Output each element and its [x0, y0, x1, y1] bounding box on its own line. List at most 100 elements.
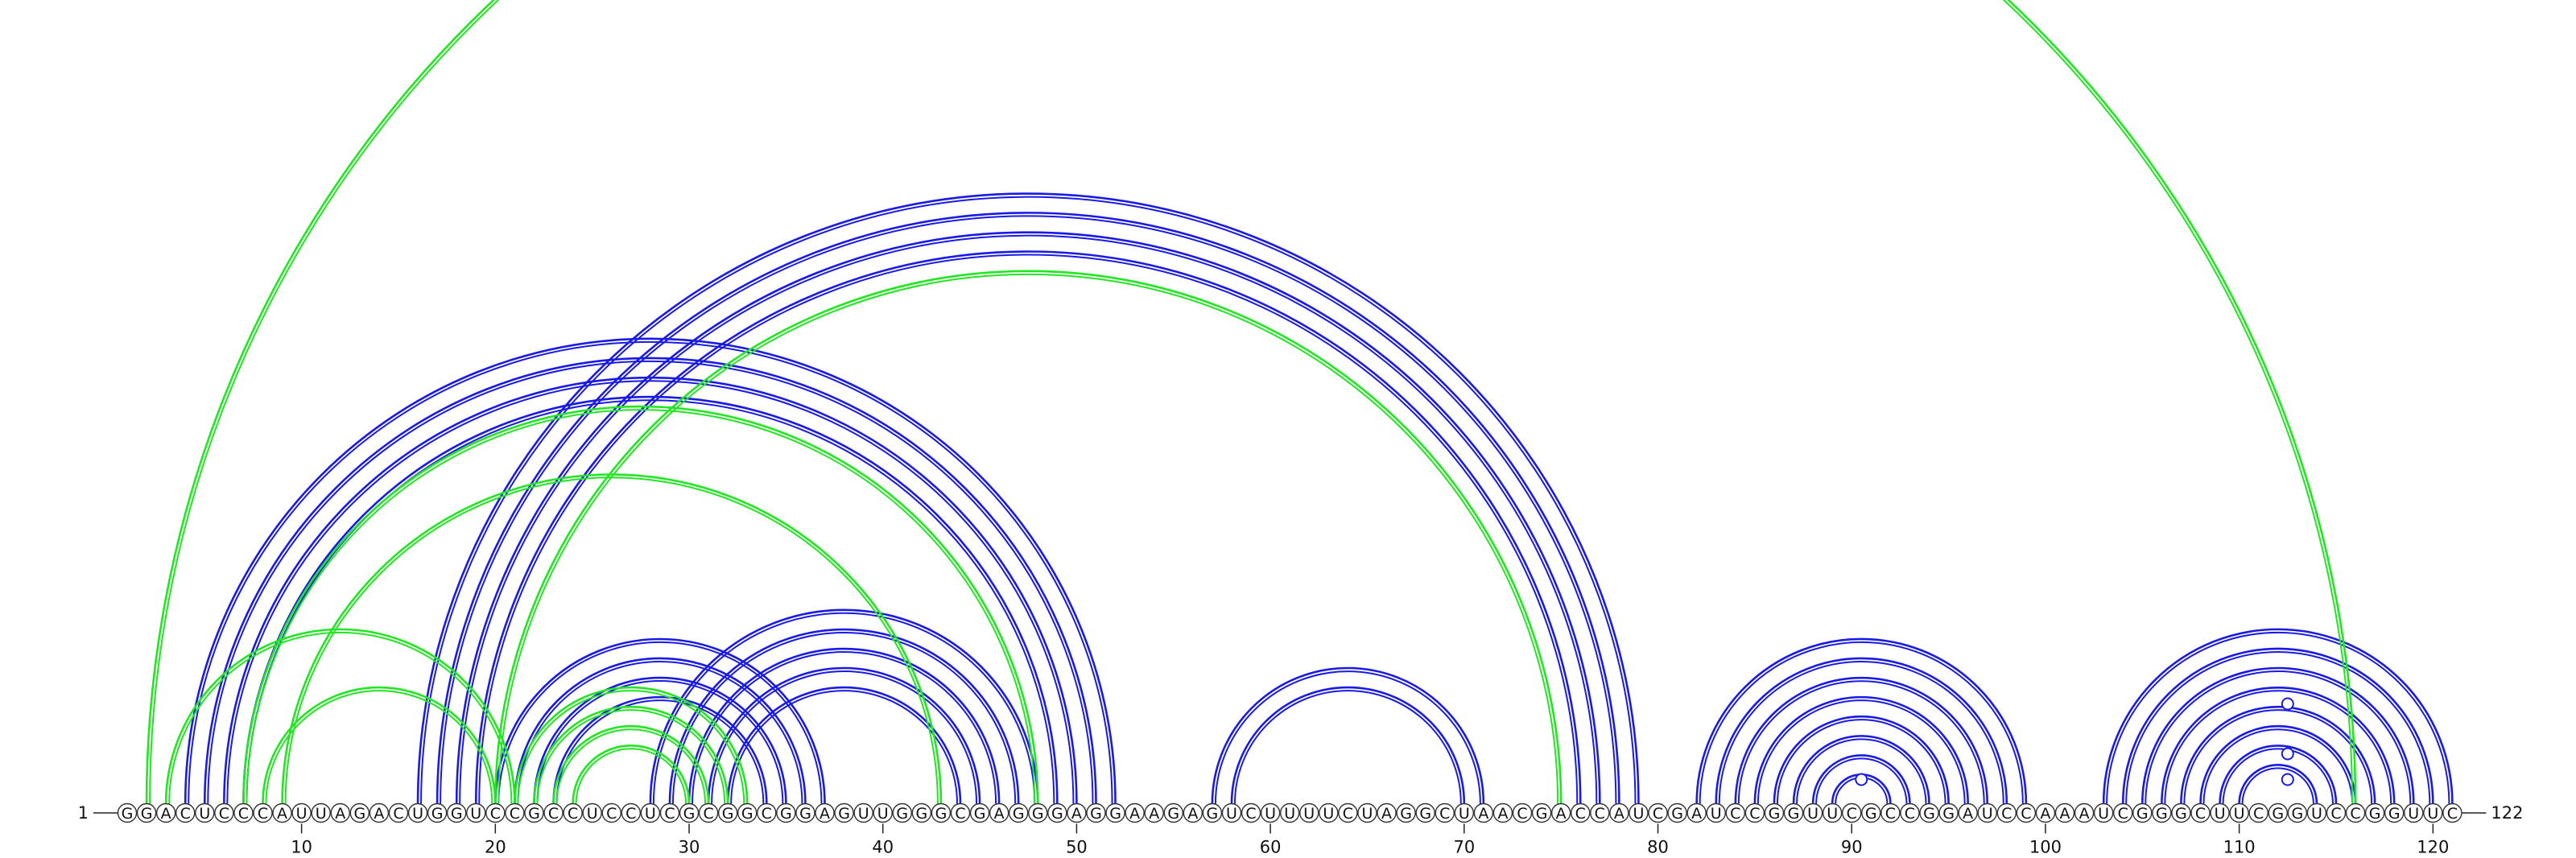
blue-pair-arc-inner	[188, 340, 1113, 804]
nucleotide-node: G	[1105, 802, 1125, 823]
nucleotide-letter: C	[548, 805, 559, 823]
nucleotide-letter: A	[277, 805, 287, 823]
nucleotide-node: C	[2016, 802, 2037, 823]
nucleotide-letter: U	[1362, 805, 1373, 823]
nucleotide-node: G	[117, 802, 138, 823]
blue-pair-arc	[203, 357, 1097, 804]
green-pair-arc	[242, 405, 1039, 804]
nucleotide-circle	[195, 802, 215, 823]
blue-pair-arc	[649, 608, 1039, 804]
position-axis: 10 20 30 40 50 60 70 80 90 100 110 120	[291, 823, 2449, 857]
nucleotide-circle	[1125, 802, 1145, 823]
nucleotide-node: G	[1861, 802, 1881, 823]
nucleotide-letter: A	[1187, 805, 1198, 823]
nucleotide-circle	[2190, 802, 2211, 823]
nucleotide-letter: C	[2253, 805, 2264, 823]
nucleotide-letter: C	[2330, 805, 2341, 823]
blue-pair-arc	[1753, 695, 1969, 804]
nucleotide-node: G	[717, 802, 738, 823]
nucleotide-circle	[1492, 802, 1513, 823]
nucleotide-node: G	[834, 802, 854, 823]
nucleotide-node: G	[2287, 802, 2308, 823]
nucleotide-letter: C	[1749, 805, 1760, 823]
nucleotide-letter: A	[2040, 805, 2050, 823]
nucleotide-letter: G	[122, 805, 134, 823]
nucleotide-letter: A	[335, 805, 345, 823]
nucleotide-letter: A	[1614, 805, 1624, 823]
nucleotide-letter: A	[1556, 805, 1567, 823]
nucleotide-letter: A	[1071, 805, 1082, 823]
blue-pair-arc	[2121, 647, 2434, 804]
nucleotide-circle	[1047, 802, 1067, 823]
nucleotide-node: A	[1125, 802, 1145, 823]
nucleotide-circle	[2326, 802, 2347, 823]
nucleotide-circle	[776, 802, 796, 823]
nucleotide-circle	[1396, 802, 1416, 823]
nucleotide-node: G	[1919, 802, 1939, 823]
nucleotide-node: A	[815, 802, 835, 823]
nucleotide-circle	[2171, 802, 2191, 823]
nucleotide-node: A	[2054, 802, 2075, 823]
nucleotide-letter: C	[955, 805, 965, 823]
nucleotide-circle	[2345, 802, 2366, 823]
blue-pair-arc-inner	[2145, 670, 2412, 804]
nucleotide-circle	[679, 802, 700, 823]
blue-pair-arc-inner	[459, 234, 1598, 804]
nucleotide-circle	[1105, 802, 1125, 823]
nucleotide-letter: C	[1847, 805, 1857, 823]
blue-pair-arc	[2140, 666, 2415, 804]
nucleotide-circle	[446, 802, 467, 823]
blue-pair-arc	[436, 212, 1620, 804]
nucleotide-letter: A	[1149, 805, 1159, 823]
nucleotide-letter: U	[1323, 805, 1334, 823]
nucleotide-letter: C	[703, 805, 713, 823]
nucleotide-letter: U	[470, 805, 481, 823]
nucleotide-node: C	[1241, 802, 1261, 823]
blue-pair-arc-inner	[1737, 680, 1985, 804]
nucleotide-node: C	[214, 802, 234, 823]
nucleotide-letter: C	[490, 805, 501, 823]
nucleotide-letter: G	[1671, 805, 1683, 823]
position-tick-label: 30	[679, 838, 700, 857]
nucleotide-circle	[1183, 802, 1203, 823]
nucleotide-node: G	[524, 802, 544, 823]
nucleotide-node: A	[1144, 802, 1164, 823]
green-pair-arc	[494, 270, 1563, 804]
blue-pair-arc	[726, 686, 962, 804]
nucleotide-circle	[1842, 802, 1862, 823]
nucleotide-node: G	[679, 802, 700, 823]
nucleotide-circle	[621, 802, 642, 823]
position-tick-label: 120	[2417, 838, 2449, 857]
nucleotide-node: U	[873, 802, 893, 823]
nucleotide-circle	[466, 802, 486, 823]
nucleotide-letter: G	[1923, 805, 1935, 823]
nucleotide-circle	[659, 802, 680, 823]
nucleotide-circle	[485, 802, 506, 823]
nucleotide-circle	[1260, 802, 1281, 823]
nucleotide-circle	[369, 802, 390, 823]
green-pair-arc-inner	[168, 631, 513, 804]
nucleotide-circle	[1028, 802, 1048, 823]
green-pair-arc	[262, 686, 497, 804]
nucleotide-circle	[1299, 802, 1319, 823]
nucleotide-letter: G	[528, 805, 540, 823]
nucleotide-letter: A	[994, 805, 1005, 823]
nucleotide-letter: U	[2311, 805, 2322, 823]
nucleotide-letter: U	[199, 805, 210, 823]
nucleotide-node: U	[1822, 802, 1843, 823]
green-pair-arc-inner	[555, 728, 707, 804]
green-pair-arc-inner	[246, 409, 1036, 804]
nucleotide-node: A	[1473, 802, 1494, 823]
nucleotide-circle	[2229, 802, 2249, 823]
nucleotide-letter: G	[1032, 805, 1044, 823]
nucleotide-circle	[1609, 802, 1629, 823]
position-tick-label: 100	[2029, 838, 2062, 857]
nucleotide-circle	[2016, 802, 2037, 823]
nucleotide-node: A	[2035, 802, 2056, 823]
nucleotide-circle	[815, 802, 835, 823]
nucleotide-circle	[1919, 802, 1939, 823]
nucleotide-circle	[2248, 802, 2268, 823]
blue-pair-arc	[2238, 764, 2318, 804]
green-pair-arc	[164, 628, 516, 804]
position-tick-label: 110	[2223, 838, 2256, 857]
